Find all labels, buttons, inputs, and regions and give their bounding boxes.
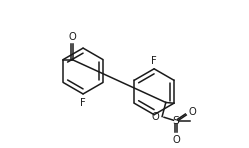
- Text: O: O: [152, 112, 159, 122]
- Text: S: S: [173, 116, 180, 126]
- Text: F: F: [151, 56, 157, 66]
- Text: O: O: [172, 135, 180, 145]
- Text: O: O: [68, 32, 76, 42]
- Text: O: O: [188, 107, 196, 117]
- Text: F: F: [80, 98, 86, 108]
